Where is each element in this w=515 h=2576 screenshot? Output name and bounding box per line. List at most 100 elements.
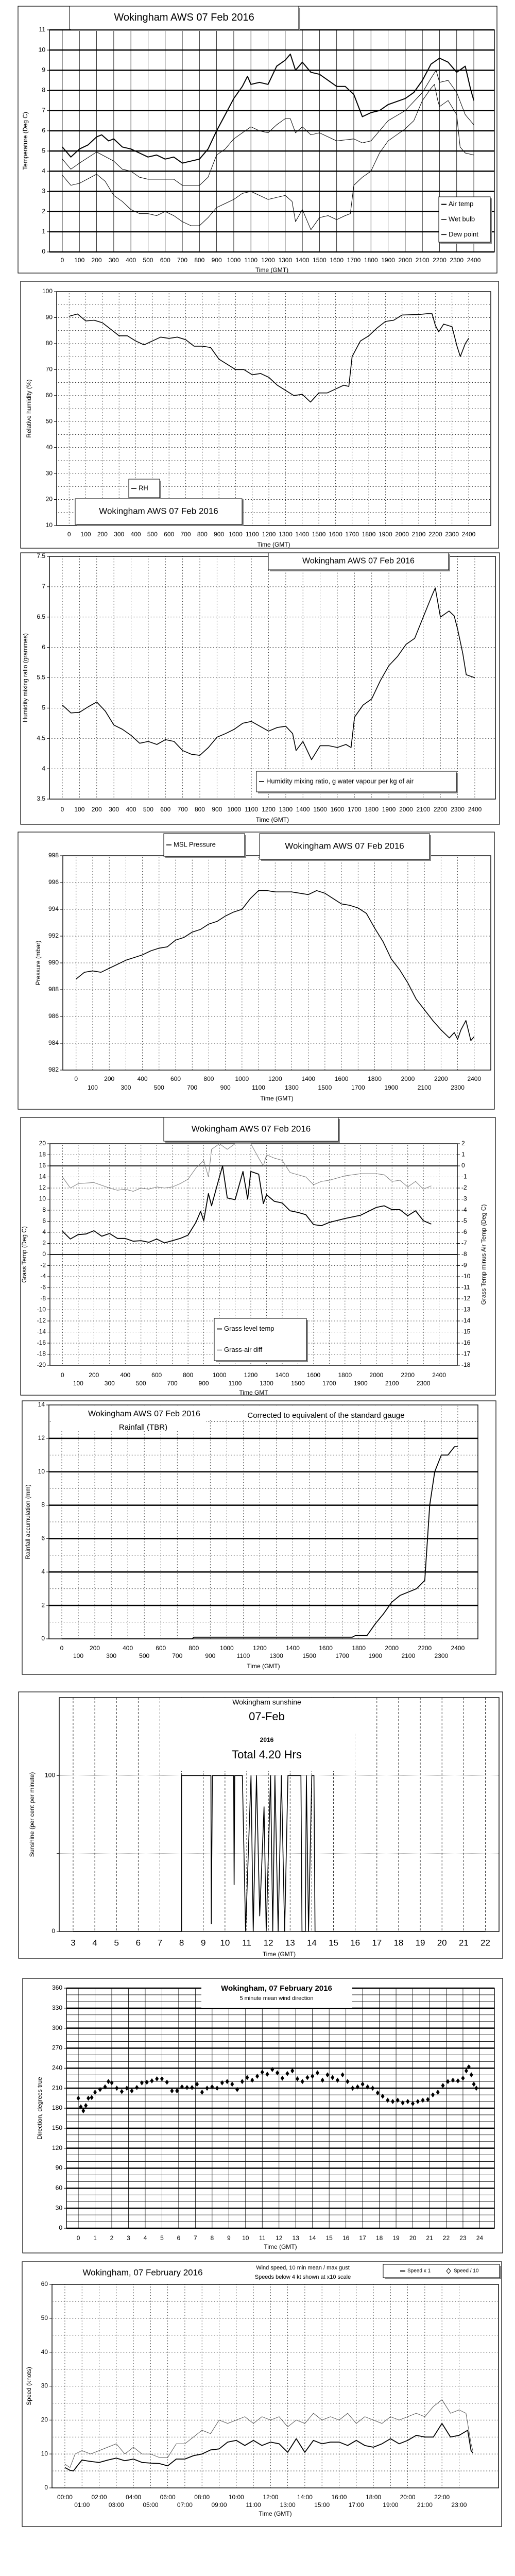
x-tick-label: 1800 [338, 1371, 352, 1379]
y-tick-label: 988 [48, 986, 59, 993]
x-tick-label: 06:00 [160, 2494, 176, 2501]
y-tick-label: 40 [41, 2348, 48, 2355]
legend-label: RH [139, 484, 148, 492]
chart-subtitle: Rainfall (TBR) [119, 1423, 167, 1432]
y-tick-label: 14 [38, 1401, 45, 1408]
x-tick-label: 500 [147, 531, 158, 538]
x-tick-label: 300 [106, 1652, 116, 1659]
x-tick-label: 1100 [244, 257, 258, 264]
x-axis-label: Time (GMT) [255, 266, 288, 274]
y-tick-label: 20 [39, 1140, 46, 1147]
data-point [265, 2071, 269, 2077]
x-tick-label: 800 [203, 1075, 214, 1082]
y-tick-label: 3 [42, 188, 45, 195]
y-tick-label: 150 [52, 2124, 62, 2131]
x-tick-label: 16:00 [331, 2494, 347, 2501]
title-backdrop [53, 2263, 230, 2284]
data-point [451, 2077, 455, 2083]
data-point [270, 2066, 274, 2072]
x-tick-label: 700 [178, 806, 188, 813]
data-point [185, 2084, 189, 2090]
title-box [259, 833, 430, 860]
y-tick-label: 210 [52, 2084, 62, 2091]
x-tick-label: 1400 [296, 806, 310, 813]
chart-pressure: 982 984 986 988 990 992 994 996 998 0 100 200 300 400… [18, 832, 495, 1110]
title-box [268, 552, 449, 570]
x-tick-label: 12 [264, 1938, 273, 1947]
x-tick-label: 17 [359, 2234, 366, 2242]
x-tick-label: 2000 [401, 1075, 415, 1082]
data-point [315, 2070, 319, 2076]
plot-area [56, 291, 491, 526]
y2-tick-label: -4 [461, 1206, 467, 1213]
x-tick-label: 800 [183, 1371, 193, 1379]
data-point [351, 2086, 355, 2091]
chart-title: Wokingham AWS 07 Feb 2016 [192, 1124, 311, 1133]
title-backdrop [181, 1732, 355, 1771]
chart-rainfall: 0 2 4 6 8 10 12 14 0 100 200 300 400 500 600 700 800 900 1… [22, 1400, 496, 1675]
x-axis-label: Time (GMT) [260, 1095, 293, 1102]
x-tick-label: 2100 [416, 806, 430, 813]
x-tick-label: 11:00 [246, 2501, 261, 2509]
y-tick-label: 60 [46, 392, 53, 399]
chart-title: Wokingham sunshine [232, 1698, 301, 1706]
x-tick-label: 3 [71, 1938, 75, 1947]
data-point [245, 2075, 249, 2080]
y-tick-label: 7.5 [37, 552, 45, 560]
y-tick-label: 3.5 [37, 795, 45, 802]
x-tick-label: 08:00 [194, 2494, 210, 2501]
chart-date: 07-Feb [249, 1710, 285, 1723]
grid [57, 291, 491, 526]
x-tick-label: 07:00 [177, 2501, 193, 2509]
x-tick-label: 200 [90, 1645, 100, 1652]
x-tick-label: 2100 [418, 1084, 432, 1091]
y-tick-label: -18 [37, 1350, 46, 1358]
y-tick-label: -2 [40, 1262, 46, 1269]
title-box [163, 1117, 339, 1142]
x-tick-label: 23 [459, 2234, 467, 2242]
data-point [87, 2095, 91, 2101]
x-tick-label: 0 [61, 257, 64, 264]
x-tick-label: 0 [60, 1645, 64, 1652]
data-point [300, 2079, 304, 2084]
x-tick-label: 20 [409, 2234, 417, 2242]
y-axis-label: Grass Temp (Deg C) [21, 1226, 28, 1283]
x-tick-label: 400 [126, 806, 136, 813]
x-tick-label: 5 [114, 1938, 118, 1947]
y-tick-label: 10 [41, 2450, 48, 2457]
x-tick-label: 2100 [401, 1652, 415, 1659]
x-tick-label: 100 [81, 531, 91, 538]
x-tick-label: 2100 [412, 531, 426, 538]
data-point [115, 2086, 119, 2091]
y-tick-label: 360 [52, 1984, 62, 1991]
x-tick-label: 2300 [435, 1652, 449, 1659]
x-tick-label: 700 [187, 1084, 197, 1091]
x-tick-label: 4 [92, 1938, 97, 1947]
x-tick-label: 7 [194, 2234, 197, 2242]
data-point [220, 2080, 224, 2086]
data-point [320, 2077, 324, 2083]
y-tick-label: 30 [41, 2382, 48, 2389]
data-point [81, 2108, 85, 2114]
y-axis-label: Temperature (Deg C) [22, 112, 29, 170]
x-tick-label: 1600 [330, 257, 344, 264]
data-point [331, 2075, 335, 2080]
y-tick-label: 100 [42, 287, 53, 295]
y-tick-label: 992 [48, 932, 59, 939]
x-tick-label: 900 [214, 531, 224, 538]
data-point [195, 2081, 199, 2087]
x-tick-label: 19 [392, 2234, 400, 2242]
data-point [79, 2104, 83, 2110]
data-point [366, 2084, 370, 2090]
plot-area [59, 1697, 500, 1932]
y-axis-label: Sunshine (per cent per minute) [28, 1772, 36, 1857]
y-tick-label: 7 [42, 583, 45, 590]
x-tick-label: 6 [136, 1938, 141, 1947]
series-line-rainfall-accumulation [62, 1446, 458, 1639]
data-point [130, 2088, 134, 2094]
x-tick-label: 200 [89, 1371, 99, 1379]
x-tick-label: 10:00 [229, 2494, 244, 2501]
x-tick-label: 1200 [261, 257, 275, 264]
series-line-max-gust [64, 2399, 473, 2468]
